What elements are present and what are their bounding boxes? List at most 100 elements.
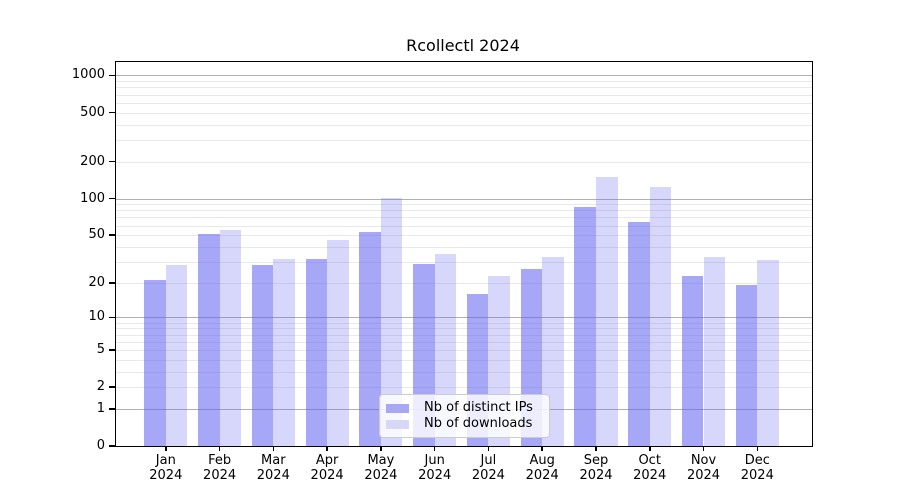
- gridline-minor-800: [116, 87, 812, 89]
- gridline-minor-30: [116, 261, 812, 263]
- x-tick-jul: [487, 446, 490, 451]
- x-label-year: 2024: [256, 468, 290, 483]
- gridline-major-100: [116, 198, 812, 200]
- bar-downloads-apr: [327, 239, 349, 446]
- gridline-minor-2: [116, 387, 812, 389]
- gridline-minor-80: [116, 210, 812, 212]
- x-tick-dec: [756, 446, 758, 451]
- x-tick-jan: [165, 446, 167, 451]
- y-tick-label: 2: [96, 379, 105, 395]
- bar-downloads-sep: [596, 176, 618, 446]
- x-label-month: Apr: [315, 453, 339, 468]
- gridline-minor-7: [116, 334, 812, 336]
- bar-downloads-dec: [757, 260, 779, 446]
- gridline-minor-6: [116, 341, 812, 343]
- x-tick-jun: [433, 446, 436, 451]
- bar-ips-feb: [198, 234, 220, 446]
- y-tick-10: [109, 316, 116, 319]
- x-tick-label: Nov 2024: [687, 453, 720, 483]
- bar-downloads-jan: [165, 265, 188, 446]
- y-tick-2: [109, 386, 116, 388]
- y-tick-label: 20: [88, 274, 105, 290]
- bar-downloads-nov: [703, 256, 726, 446]
- x-tick-label: Feb 2024: [203, 453, 236, 483]
- x-label-month: May: [367, 453, 395, 468]
- gridline-minor-300: [116, 139, 812, 141]
- legend-label-distinct-ips: Nb of distinct IPs: [424, 400, 533, 415]
- bar-ips-dec: [735, 285, 758, 446]
- x-tick-oct: [649, 446, 651, 451]
- gridline-minor-4: [116, 359, 812, 361]
- x-label-month: Oct: [638, 453, 661, 468]
- y-tick-label: 10: [88, 309, 105, 325]
- y-tick-label: 200: [80, 153, 105, 169]
- legend-item-downloads: Nb of downloads: [386, 417, 541, 431]
- bar-ips-oct: [628, 222, 650, 446]
- x-tick-label: Aug 2024: [526, 453, 559, 483]
- y-tick-label: 500: [80, 104, 105, 120]
- y-tick-100: [109, 197, 116, 200]
- legend-item-distinct-ips: Nb of distinct IPs: [386, 401, 541, 415]
- bar-ips-mar: [251, 265, 274, 446]
- gridline-minor-70: [116, 217, 812, 219]
- x-tick-aug: [541, 446, 543, 451]
- gridline-major-1000: [116, 75, 812, 77]
- bar-ips-jan: [144, 280, 166, 446]
- y-tick-200: [109, 160, 116, 163]
- x-tick-label: Jul 2024: [472, 453, 505, 483]
- gridline-minor-700: [116, 94, 812, 96]
- y-tick-label: 0: [96, 438, 105, 453]
- x-tick-label: Apr 2024: [311, 453, 344, 483]
- y-tick-label: 50: [88, 227, 105, 243]
- x-tick-label: Jan 2024: [149, 453, 182, 483]
- x-tick-label: Jun 2024: [418, 453, 451, 483]
- gridline-minor-20: [116, 282, 812, 284]
- bar-ips-apr: [305, 258, 328, 446]
- x-label-year: 2024: [740, 468, 774, 483]
- gridline-minor-3: [116, 371, 812, 373]
- x-label-month: Feb: [208, 453, 232, 468]
- y-tick-1: [109, 408, 116, 410]
- gridline-minor-40: [116, 246, 812, 248]
- x-label-year: 2024: [310, 468, 344, 483]
- x-tick-label: Dec 2024: [741, 453, 774, 483]
- legend-label-downloads: Nb of downloads: [424, 416, 533, 431]
- x-label-year: 2024: [686, 468, 721, 483]
- bar-ips-may: [359, 232, 381, 446]
- x-label-year: 2024: [149, 468, 183, 483]
- x-label-year: 2024: [471, 468, 505, 483]
- x-label-year: 2024: [633, 468, 667, 483]
- x-label-month: Mar: [261, 453, 286, 468]
- x-label-year: 2024: [579, 468, 613, 483]
- chart-legend: Nb of distinct IPs Nb of downloads: [379, 394, 550, 438]
- x-tick-label: Mar 2024: [257, 453, 290, 483]
- bar-downloads-feb: [219, 230, 242, 446]
- x-tick-nov: [702, 446, 705, 451]
- x-label-month: Dec: [744, 453, 770, 468]
- gridline-minor-200: [116, 161, 812, 163]
- chart-title: Rcollectl 2024: [406, 36, 520, 55]
- x-label-month: Nov: [690, 453, 717, 468]
- y-tick-0: [109, 445, 116, 447]
- gridline-minor-600: [116, 102, 812, 104]
- x-label-year: 2024: [203, 468, 237, 483]
- bar-ips-nov: [681, 275, 704, 446]
- gridline-minor-50: [116, 235, 812, 237]
- x-label-year: 2024: [418, 468, 452, 483]
- x-label-month: Aug: [529, 453, 555, 468]
- x-tick-mar: [272, 446, 275, 451]
- x-label-month: Jul: [480, 453, 497, 468]
- bar-ips-sep: [574, 207, 596, 446]
- bar-downloads-mar: [273, 258, 295, 446]
- legend-swatch-distinct-ips: [386, 403, 409, 413]
- x-tick-feb: [218, 446, 221, 451]
- y-tick-50: [109, 234, 116, 236]
- legend-swatch-downloads: [386, 419, 409, 429]
- y-tick-label: 1000: [71, 67, 105, 83]
- x-tick-label: May 2024: [364, 453, 397, 483]
- x-label-month: Jun: [424, 453, 445, 468]
- gridline-minor-60: [116, 225, 812, 227]
- x-label-month: Jan: [155, 453, 176, 468]
- x-tick-label: Sep 2024: [579, 453, 612, 483]
